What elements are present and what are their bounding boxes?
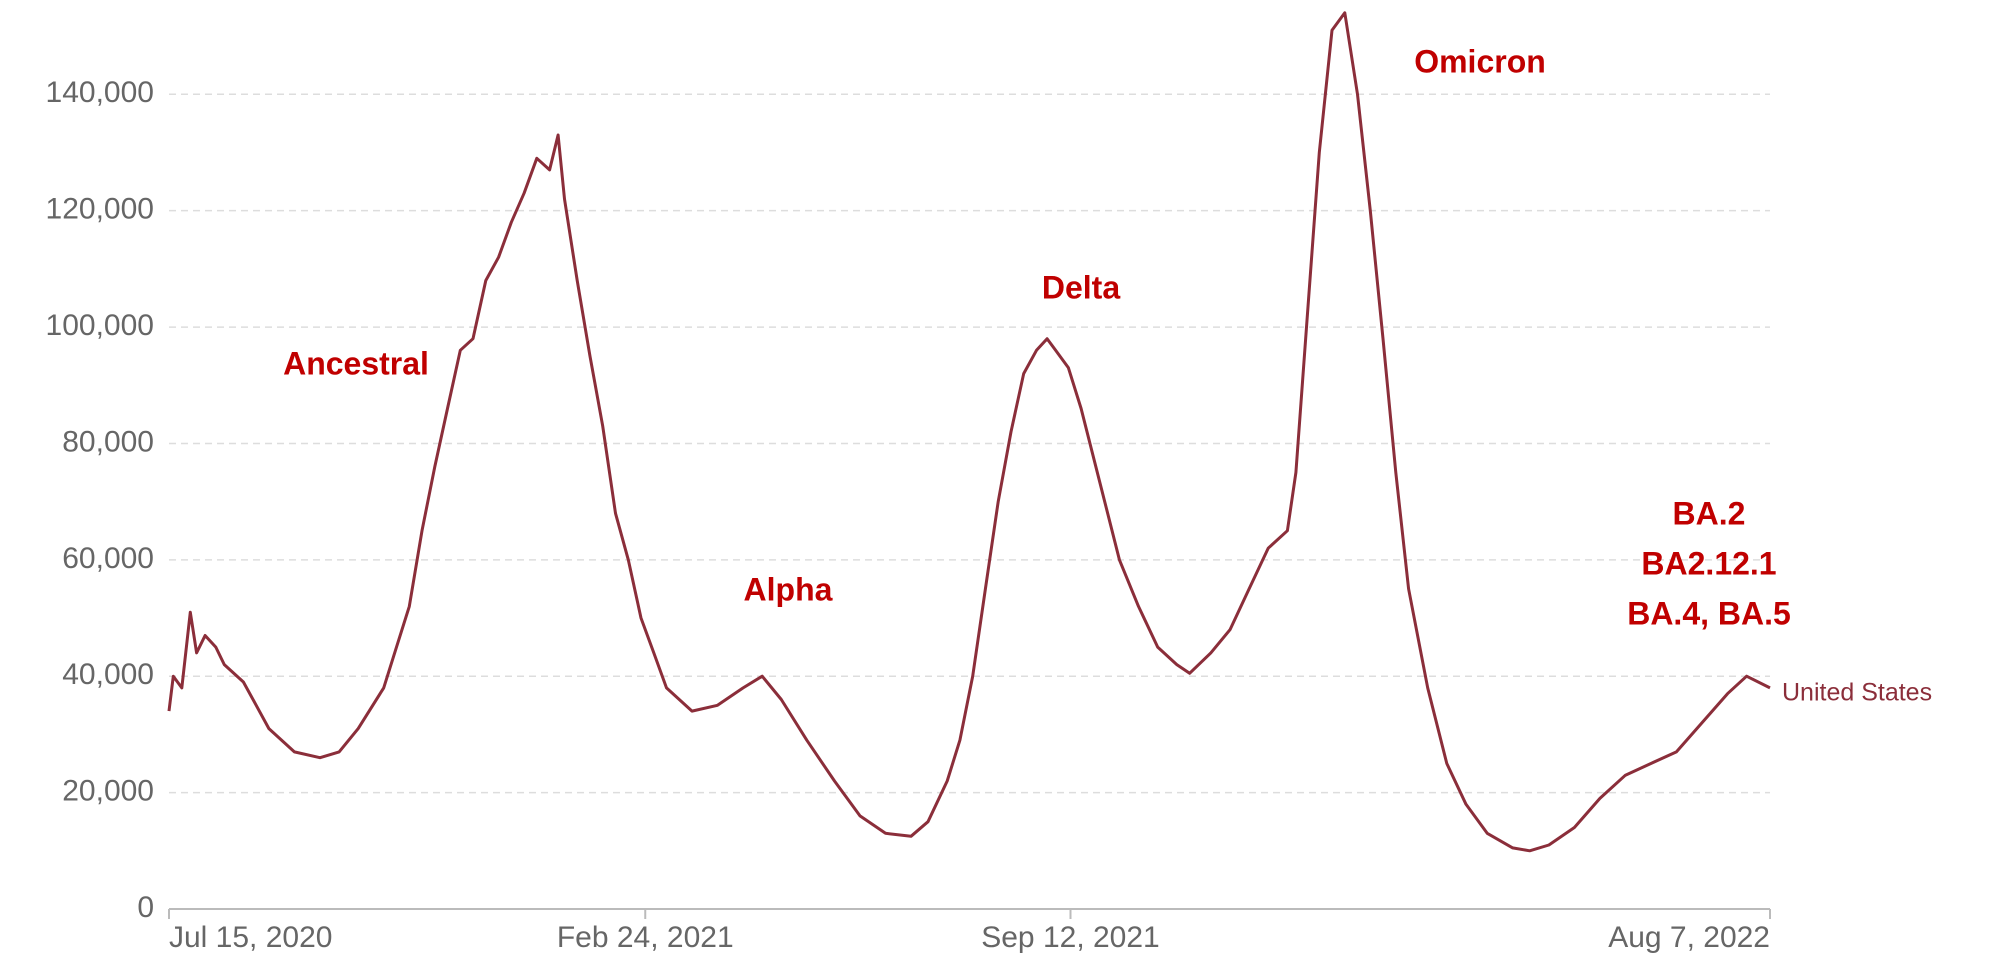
series-line (167, 11, 1771, 853)
annotation: BA2.12.1 (1641, 545, 1776, 581)
y-tick-label: 100,000 (46, 309, 154, 342)
y-tick-label: 120,000 (46, 193, 154, 226)
series-label: United States (1782, 678, 1932, 706)
annotation: Ancestral (283, 345, 429, 381)
x-tick-label: Feb 24, 2021 (557, 921, 734, 954)
annotation: BA.2 (1673, 495, 1746, 531)
x-tick-label: Aug 7, 2022 (1608, 921, 1770, 954)
x-tick-label: Sep 12, 2021 (981, 921, 1160, 954)
annotation: Omicron (1414, 43, 1546, 79)
y-tick-label: 60,000 (62, 542, 154, 575)
y-tick-label: 20,000 (62, 775, 154, 808)
annotation: Delta (1042, 269, 1120, 305)
y-tick-label: 80,000 (62, 425, 154, 458)
annotation: BA.4, BA.5 (1627, 595, 1791, 631)
y-tick-label: 140,000 (46, 76, 154, 109)
annotation: Alpha (744, 571, 833, 607)
y-tick-label: 40,000 (62, 658, 154, 691)
y-tick-label: 0 (137, 891, 154, 924)
x-tick-label: Jul 15, 2020 (169, 921, 332, 954)
